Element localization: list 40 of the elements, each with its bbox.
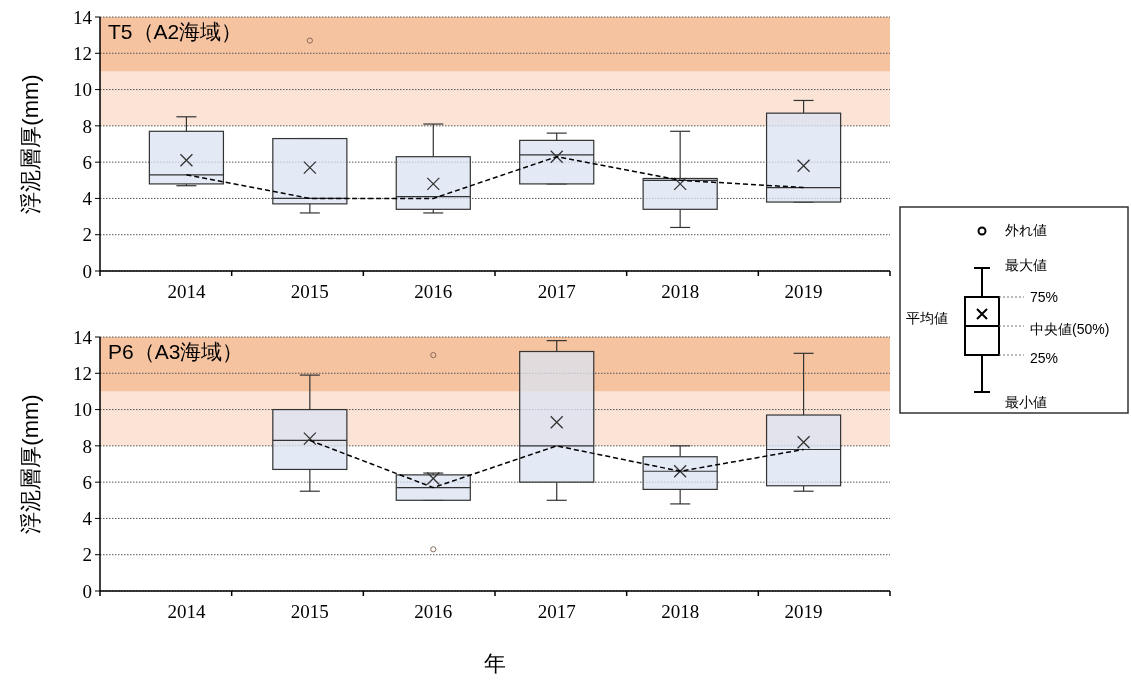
y-tick-label: 4 (82, 508, 93, 530)
y-axis-title: 浮泥層厚(mm) (18, 74, 43, 214)
x-tick-label: 2014 (167, 601, 206, 622)
x-tick-label: 2017 (537, 601, 576, 622)
x-tick-label: 2016 (414, 281, 453, 302)
y-tick-label: 14 (73, 326, 93, 348)
x-axis-title: 年 (484, 651, 506, 676)
y-tick-label: 8 (82, 115, 92, 137)
y-tick-label: 2 (82, 544, 92, 566)
y-tick-label: 6 (82, 471, 92, 493)
y-tick-label: 14 (73, 6, 93, 28)
text: 75% (1030, 289, 1059, 305)
x-tick-label: 2014 (167, 281, 206, 302)
x-tick-label: 2017 (537, 281, 576, 302)
text: 外れ値 (1005, 222, 1047, 238)
text: 最大値 (1005, 257, 1047, 273)
x-tick-label: 2015 (290, 601, 329, 622)
text: 最小値 (1005, 394, 1047, 410)
y-tick-label: 2 (82, 224, 92, 246)
text: 25% (1030, 350, 1059, 366)
y-tick-label: 10 (73, 399, 92, 421)
y-tick-label: 8 (82, 435, 92, 457)
text: 中央値(50%) (1030, 321, 1110, 337)
y-tick-label: 12 (73, 362, 92, 384)
y-tick-label: 0 (82, 580, 92, 602)
x-tick-label: 2018 (661, 601, 700, 622)
x-tick-label: 2016 (414, 601, 453, 622)
y-axis-title: 浮泥層厚(mm) (18, 394, 43, 534)
x-tick-label: 2019 (784, 281, 823, 302)
y-tick-label: 4 (82, 188, 93, 210)
y-tick-label: 6 (82, 151, 92, 173)
x-tick-label: 2019 (784, 601, 823, 622)
y-tick-label: 10 (73, 79, 92, 101)
chart-title: T5（A2海域） (108, 20, 243, 43)
y-tick-label: 0 (82, 260, 92, 282)
x-tick-label: 2015 (290, 281, 329, 302)
text: 平均値 (906, 310, 948, 326)
x-tick-label: 2018 (661, 281, 700, 302)
y-tick-label: 12 (73, 42, 92, 64)
chart-title: P6（A3海域） (108, 340, 244, 363)
